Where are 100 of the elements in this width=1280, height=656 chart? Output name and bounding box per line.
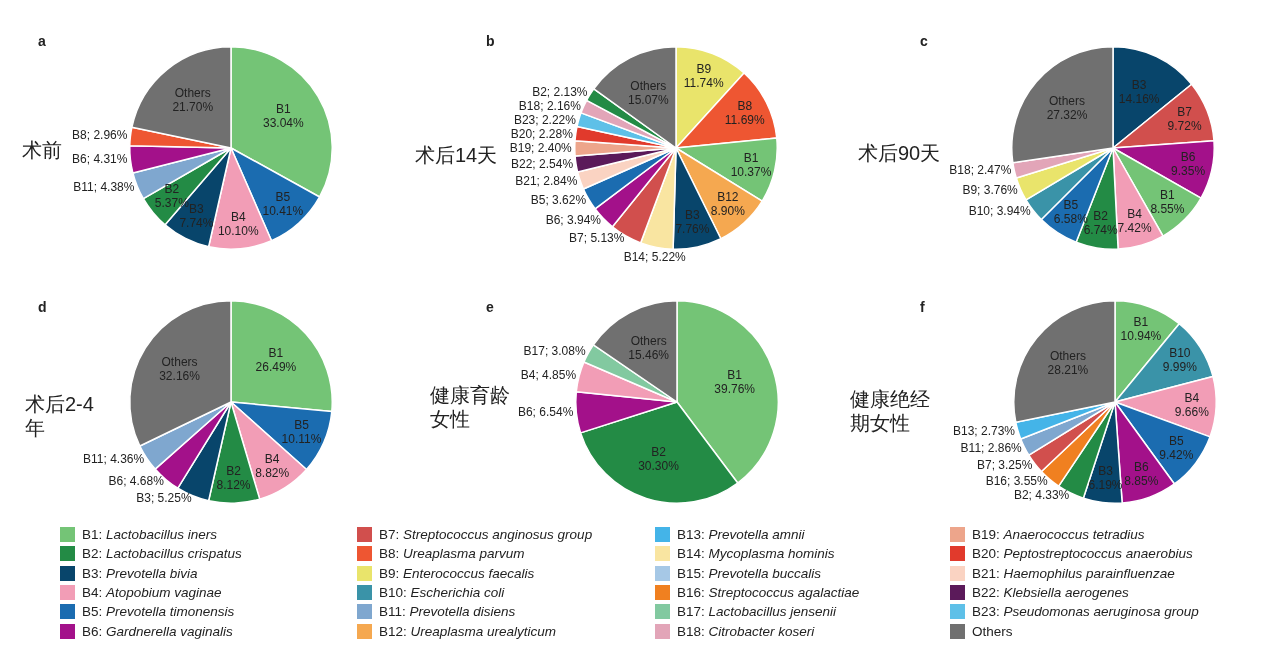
data-label: 9.66%: [1174, 405, 1210, 420]
data-label: 28.21%: [1047, 362, 1089, 377]
slice-label: B2: [1093, 209, 1109, 224]
slice-label: B6; 3.94%: [545, 212, 602, 227]
category-label: B9: Enterococcus faecalis: [379, 564, 535, 583]
data-label: 8.12%: [216, 478, 251, 493]
category-label: B15: Prevotella buccalis: [677, 564, 822, 583]
slice-label: B12: [717, 190, 739, 205]
slice-label: B7; 5.13%: [569, 230, 625, 245]
data-label: 7.74%: [179, 216, 214, 231]
chart-title: f: [920, 299, 925, 315]
category-label: B13: Prevotella amnii: [677, 526, 805, 544]
text: 术后90天: [858, 141, 941, 165]
text: 术前: [22, 138, 62, 162]
category-label: B22: Klebsiella aerogenes: [972, 583, 1129, 602]
slice-label: B22; 2.54%: [511, 156, 574, 171]
slice-label: B20; 2.28%: [510, 127, 574, 142]
slice-label: Others: [1049, 348, 1086, 363]
slice-label: B1: [1133, 314, 1149, 329]
data-label: 11.74%: [683, 75, 724, 90]
text: 术后2-4年: [25, 392, 95, 440]
slice-label: B1: [1160, 187, 1176, 202]
slice-label: B1: [743, 150, 759, 165]
category-label: B10: Escherichia coli: [379, 583, 505, 602]
slice-label: B3; 5.25%: [136, 490, 192, 505]
data-label: 9.72%: [1167, 119, 1202, 134]
category-label: B23: Pseudomonas aeruginosa group: [972, 603, 1199, 622]
slice-label: B17; 3.08%: [523, 344, 586, 359]
data-label: 9.35%: [1171, 164, 1206, 179]
category-label: B16: Streptococcus agalactiae: [677, 583, 860, 602]
slice-label: B19; 2.40%: [509, 141, 573, 156]
slice-label: B2: [226, 464, 242, 479]
category-label: B21: Haemophilus parainfluenzae: [972, 564, 1175, 583]
category-label: B11: Prevotella disiens: [379, 603, 516, 622]
slice-label: B6; 6.54%: [517, 405, 574, 420]
slice-label: B3: [1131, 78, 1147, 93]
slice-label: B23; 2.22%: [513, 113, 577, 128]
category-label: B3: Prevotella bivia: [82, 564, 198, 583]
category-label: Others: [972, 622, 1013, 641]
slice-label: B10: [1169, 345, 1191, 360]
slice-label: B9; 3.76%: [962, 182, 1019, 197]
data-label: 10.94%: [1120, 328, 1162, 343]
slice-label: B5: [1063, 197, 1079, 212]
chart-title: b: [486, 33, 495, 49]
chart-title: e: [486, 299, 494, 315]
text: 术后14天: [415, 143, 498, 167]
data-label: 39.76%: [714, 382, 756, 397]
data-label: 32.16%: [159, 369, 201, 384]
slice-label: B4: [230, 209, 246, 224]
data-label: 15.07%: [627, 93, 669, 108]
data-label: 7.42%: [1117, 221, 1152, 236]
slice-label: Others: [630, 79, 667, 94]
data-label: 9.42%: [1159, 447, 1194, 462]
data-label: 8.85%: [1124, 473, 1159, 488]
slice-label: B3: [1098, 463, 1114, 478]
slice-label: B1: [727, 368, 743, 383]
chart-title: d: [38, 299, 47, 315]
category-label: B8: Ureaplasma parvum: [379, 545, 525, 564]
slice-label: B11; 2.86%: [960, 440, 1023, 455]
data-label: 8.55%: [1150, 201, 1185, 216]
data-label: 10.37%: [730, 164, 772, 179]
category-label: B6: Gardnerella vaginalis: [82, 622, 233, 641]
chart-title: c: [920, 33, 928, 49]
slice-label: B8; 2.96%: [72, 128, 128, 143]
category-label: B17: Lactobacillus jensenii: [677, 603, 837, 622]
slice-label: B5: [294, 418, 310, 433]
slice-label: B6: [1180, 150, 1196, 165]
slice-label: B2: [164, 182, 180, 197]
data-label: 11.69%: [724, 112, 765, 127]
slice-label: B10; 3.94%: [968, 204, 1032, 219]
data-label: 10.10%: [217, 223, 259, 238]
slice-label: B11; 4.36%: [83, 452, 145, 467]
data-label: 8.90%: [710, 204, 746, 219]
slice-label: B2: [651, 445, 667, 460]
text: 健康育龄女性: [430, 383, 511, 431]
slice-label: B7; 3.25%: [976, 457, 1033, 472]
slice-label: B18; 2.47%: [949, 163, 1012, 178]
slice-label: B7: [1177, 105, 1193, 120]
slice-label: B1: [268, 346, 284, 361]
text: 健康绝经期女性: [850, 387, 931, 435]
data-label: 10.11%: [281, 432, 322, 447]
category-label: B5: Prevotella timonensis: [82, 603, 235, 622]
category-label: B18: Citrobacter koseri: [677, 622, 815, 641]
slice-label: Others: [174, 86, 211, 101]
category-label: B12: Ureaplasma urealyticum: [379, 622, 557, 641]
slice-label: B3: [685, 208, 701, 223]
slice-label: Others: [161, 355, 198, 370]
data-label: 30.30%: [638, 459, 680, 474]
data-label: 10.41%: [262, 204, 304, 219]
slice-label: B11; 4.38%: [73, 179, 135, 194]
category-label: B14: Mycoplasma hominis: [677, 545, 835, 564]
category-label: B1: Lactobacillus iners: [82, 526, 218, 544]
slice-label: B5; 3.62%: [530, 193, 587, 208]
slice-label: B2; 2.13%: [532, 85, 588, 100]
category-label: B19: Anaerococcus tetradius: [972, 526, 1145, 544]
slice-label: B13; 2.73%: [952, 423, 1016, 438]
slice-label: B6; 4.31%: [72, 152, 128, 167]
slice-label: B18; 2.16%: [518, 99, 582, 114]
slice-label: B6; 4.68%: [108, 474, 165, 489]
data-label: 27.32%: [1046, 107, 1088, 122]
